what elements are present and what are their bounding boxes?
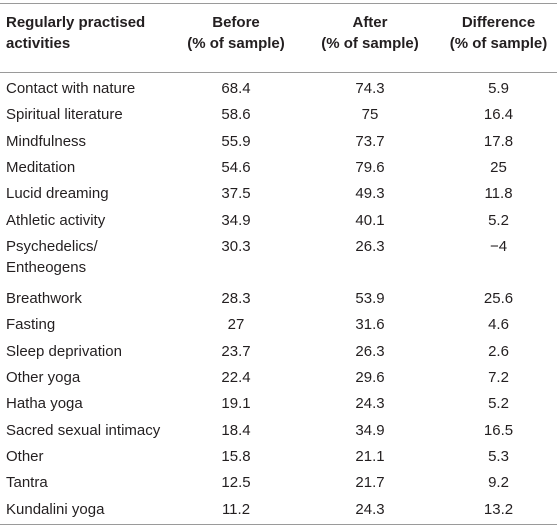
table-row: Other 15.8 21.1 5.3 — [0, 443, 557, 469]
before-cell: 54.6 — [221, 159, 251, 177]
after-cell: 21.7 — [355, 474, 385, 492]
activity-cell: Hatha yoga — [6, 395, 83, 413]
before-cell: 11.2 — [221, 500, 251, 518]
before-cell: 68.4 — [221, 80, 251, 97]
activity-cell: Psychedelics/Entheogens — [6, 238, 98, 277]
header-rule — [0, 72, 557, 73]
header-activities: Regularly practised activities — [6, 14, 146, 52]
after-cell: 24.3 — [355, 395, 385, 413]
after-cell: 74.3 — [355, 80, 385, 97]
difference-cell: 5.2 — [488, 211, 509, 229]
difference-cell: 25 — [490, 159, 507, 177]
table-body: Contact with nature 68.4 74.3 5.9 Spiritual … — [0, 75, 557, 522]
table-row: Sleep deprivation 23.7 26.3 2.6 — [0, 338, 557, 364]
after-cell: 40.1 — [355, 211, 385, 229]
activity-cell: Sacred sexual intimacy — [6, 421, 161, 439]
before-cell: 58.6 — [221, 106, 251, 124]
before-cell: 55.9 — [221, 132, 251, 150]
table-row: Athletic activity 34.9 40.1 5.2 — [0, 207, 557, 233]
header-before: Before (% of sample) — [187, 14, 285, 52]
before-cell: 27 — [227, 316, 245, 334]
activity-cell: Mindfulness — [6, 132, 87, 150]
table-row: Sacred sexual intimacy 18.4 34.9 16.5 — [0, 417, 557, 443]
activity-cell: Contact with nature — [6, 80, 136, 97]
table-bottom-rule — [0, 524, 557, 525]
before-cell: 22.4 — [221, 369, 251, 387]
activity-cell: Sleep deprivation — [6, 342, 122, 360]
difference-cell: 9.2 — [488, 474, 509, 492]
activity-cell: Tantra — [6, 474, 48, 492]
activity-cell: Lucid dreaming — [6, 185, 109, 203]
activity-cell: Breathwork — [6, 290, 82, 308]
after-cell: 79.6 — [355, 159, 385, 177]
after-cell: 21.1 — [355, 448, 385, 466]
table-row: Psychedelics/Entheogens 30.3 26.3 −4 — [0, 233, 557, 285]
header-difference: Difference (% of sample) — [449, 14, 548, 52]
table-row: Meditation 54.6 79.6 25 — [0, 154, 557, 180]
table-row: Contact with nature 68.4 74.3 5.9 — [0, 75, 557, 101]
activity-cell: Meditation — [6, 159, 76, 177]
difference-cell: 5.3 — [488, 448, 509, 466]
difference-cell: 5.2 — [488, 395, 509, 413]
after-cell: 24.3 — [355, 500, 385, 518]
before-cell: 12.5 — [221, 474, 251, 492]
before-cell: 34.9 — [221, 211, 251, 229]
difference-cell: 7.2 — [488, 369, 509, 387]
header-after: After (% of sample) — [321, 14, 419, 52]
table-row: Spiritual literature 58.6 75 16.4 — [0, 101, 557, 127]
table-row: Fasting 27 31.6 4.6 — [0, 311, 557, 337]
activity-cell: Other yoga — [6, 369, 81, 387]
difference-cell: 16.5 — [483, 421, 514, 439]
before-cell: 28.3 — [221, 290, 251, 308]
table-row: Tantra 12.5 21.7 9.2 — [0, 469, 557, 495]
activity-cell: Other — [6, 448, 44, 466]
after-cell: 75 — [361, 106, 379, 124]
after-cell: 73.7 — [355, 132, 385, 150]
after-cell: 26.3 — [355, 342, 385, 360]
before-cell: 18.4 — [221, 421, 251, 439]
difference-cell: 11.8 — [484, 185, 513, 203]
activity-cell: Athletic activity — [6, 211, 106, 229]
before-cell: 15.8 — [221, 448, 251, 466]
after-cell: 49.3 — [355, 185, 385, 203]
activity-cell: Spiritual literature — [6, 106, 123, 124]
after-cell: 53.9 — [355, 290, 385, 308]
after-cell: 29.6 — [355, 369, 385, 387]
table-row: Kundalini yoga 11.2 24.3 13.2 — [0, 496, 557, 522]
table-row: Hatha yoga 19.1 24.3 5.2 — [0, 390, 557, 416]
difference-cell: 2.6 — [488, 342, 509, 360]
difference-cell: 25.6 — [483, 290, 514, 308]
before-cell: 19.1 — [221, 395, 251, 413]
difference-cell: 4.6 — [488, 316, 509, 334]
table-row: Lucid dreaming 37.5 49.3 11.8 — [0, 180, 557, 206]
activity-cell: Kundalini yoga — [6, 500, 105, 518]
before-cell: 23.7 — [221, 342, 251, 360]
table-row: Breathwork 28.3 53.9 25.6 — [0, 285, 557, 311]
difference-cell: 16.4 — [483, 106, 514, 124]
activity-cell: Fasting — [6, 316, 56, 334]
difference-cell: −4 — [489, 238, 508, 256]
after-cell: 31.6 — [355, 316, 385, 334]
before-cell: 37.5 — [221, 185, 251, 203]
after-cell: 34.9 — [355, 421, 385, 439]
table-row: Other yoga 22.4 29.6 7.2 — [0, 364, 557, 390]
table-header: Regularly practised activities Before (% o… — [0, 12, 557, 64]
difference-cell: 5.9 — [488, 80, 509, 97]
table-row: Mindfulness 55.9 73.7 17.8 — [0, 128, 557, 154]
before-cell: 30.3 — [221, 238, 251, 256]
difference-cell: 17.8 — [483, 132, 514, 150]
after-cell: 26.3 — [355, 238, 385, 256]
difference-cell: 13.2 — [483, 500, 514, 518]
table-top-rule — [0, 3, 557, 4]
